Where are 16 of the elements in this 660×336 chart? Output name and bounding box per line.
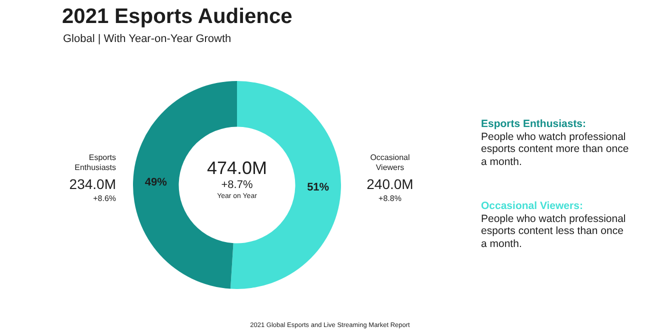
text: People who watch professional esports content more than once a month. [481,130,630,168]
text: +8.6% [92,193,116,204]
text: 474.0M [206,158,268,178]
chart-subtitle: Global | With Year-on-Year Growth [63,33,232,45]
text: Esports Enthusiasts: [481,118,588,130]
slice-label: Esports Enthusiasts [74,153,116,173]
text: People who watch professional esports content less than once a month. [481,212,627,250]
text: 234.0M [68,175,116,193]
data-label: 49% [144,176,168,188]
text: Occasional Viewers: [481,200,584,212]
chart-title: 2021 Esports Audience [62,5,292,29]
text: +8.8% [378,193,402,204]
slice-label: Occasional Viewers [369,153,411,173]
text: +8.7% [220,178,254,192]
text: 240.0M [366,175,414,193]
data-label: 51% [307,182,330,194]
